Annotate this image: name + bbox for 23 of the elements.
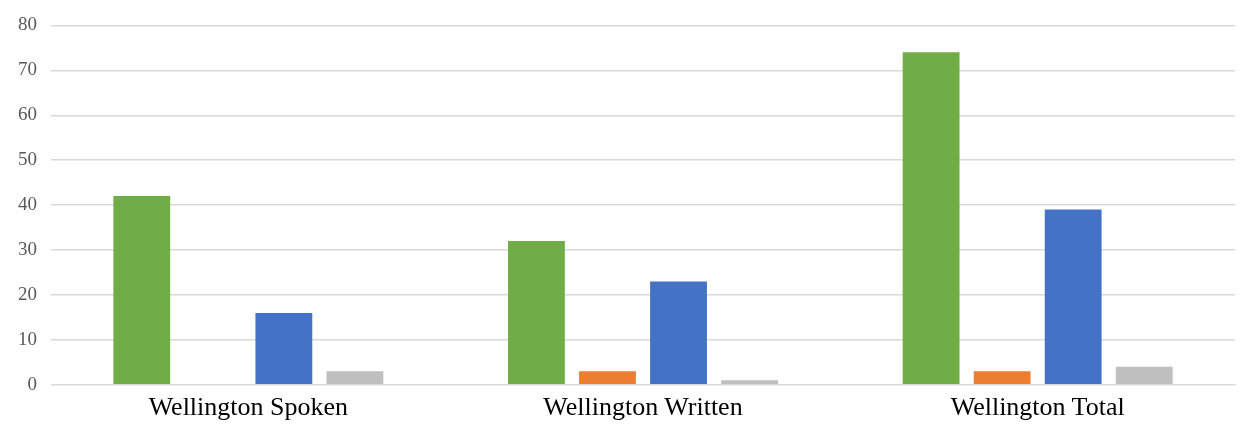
x-tick-label: Wellington Written — [543, 392, 743, 422]
bar — [113, 196, 171, 385]
bar — [1115, 366, 1173, 385]
bar — [650, 281, 707, 385]
bar — [255, 312, 313, 385]
bar — [973, 371, 1031, 385]
y-tick-label: 70 — [18, 58, 37, 80]
y-tick-label: 0 — [27, 372, 37, 394]
y-tick-label: 80 — [18, 13, 37, 35]
y-tick-label: 40 — [18, 193, 37, 215]
bar — [721, 380, 778, 385]
y-tick-label: 10 — [18, 327, 37, 349]
y-tick-label: 50 — [18, 148, 37, 170]
y-tick-label: 20 — [18, 282, 37, 304]
bar — [579, 371, 636, 385]
x-tick-label: Wellington Spoken — [148, 392, 349, 422]
y-tick-label: 60 — [18, 103, 37, 125]
bar — [508, 241, 565, 385]
bar — [902, 52, 960, 385]
x-tick-label: Wellington Total — [950, 392, 1125, 422]
bar — [326, 371, 384, 385]
bar — [1044, 209, 1102, 385]
y-tick-label: 30 — [18, 238, 37, 260]
